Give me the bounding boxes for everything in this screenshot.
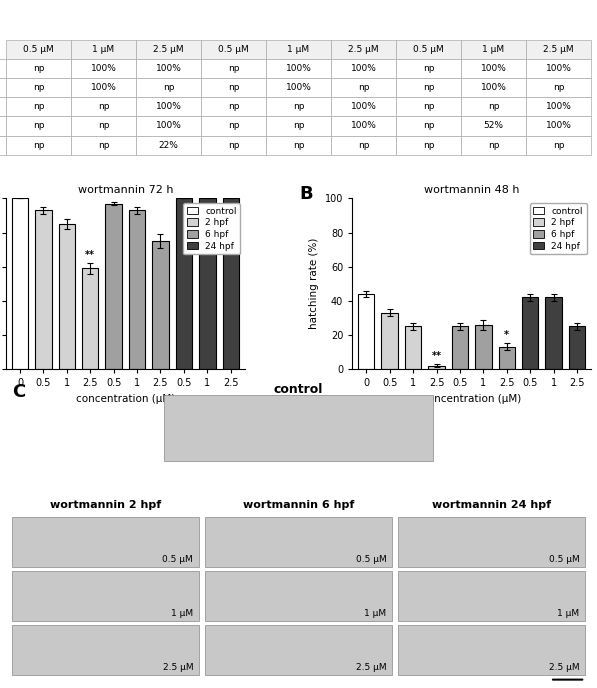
Text: 2.5 μM: 2.5 μM <box>549 663 579 672</box>
Bar <box>498 347 515 369</box>
Bar <box>569 326 585 369</box>
Bar <box>381 313 398 369</box>
FancyBboxPatch shape <box>164 395 433 461</box>
Bar <box>405 326 421 369</box>
FancyBboxPatch shape <box>205 517 392 567</box>
Bar <box>176 198 192 369</box>
Text: control: control <box>274 383 323 396</box>
Text: 0.5 μM: 0.5 μM <box>162 555 193 563</box>
Text: 0.5 μM: 0.5 μM <box>549 555 579 563</box>
FancyBboxPatch shape <box>12 625 199 675</box>
FancyBboxPatch shape <box>12 517 199 567</box>
Bar <box>12 198 28 369</box>
Text: *: * <box>504 330 509 340</box>
Text: 2.5 μM: 2.5 μM <box>162 663 193 672</box>
Text: wortmannin 2 hpf: wortmannin 2 hpf <box>50 500 161 510</box>
Bar <box>35 211 51 369</box>
Text: 1 μM: 1 μM <box>557 609 579 618</box>
Title: wortmannin 48 h: wortmannin 48 h <box>424 185 519 195</box>
Bar <box>546 297 562 369</box>
Bar <box>82 268 99 369</box>
Text: 0.5 μM: 0.5 μM <box>355 555 386 563</box>
X-axis label: concentration (μM): concentration (μM) <box>422 394 521 404</box>
Bar <box>452 326 468 369</box>
Legend: control, 2 hpf, 6 hpf, 24 hpf: control, 2 hpf, 6 hpf, 24 hpf <box>183 203 240 255</box>
FancyBboxPatch shape <box>12 571 199 621</box>
FancyBboxPatch shape <box>398 517 585 567</box>
Bar <box>522 297 538 369</box>
Text: C: C <box>12 383 25 401</box>
Text: **: ** <box>85 250 96 260</box>
Bar <box>106 204 122 369</box>
Bar <box>129 211 145 369</box>
Legend: control, 2 hpf, 6 hpf, 24 hpf: control, 2 hpf, 6 hpf, 24 hpf <box>530 203 586 255</box>
Y-axis label: hatching rate (%): hatching rate (%) <box>309 238 319 330</box>
FancyBboxPatch shape <box>205 571 392 621</box>
Bar <box>223 198 239 369</box>
FancyBboxPatch shape <box>398 625 585 675</box>
Text: wortmannin 24 hpf: wortmannin 24 hpf <box>432 500 551 510</box>
Bar <box>59 224 75 369</box>
Title: wortmannin 72 h: wortmannin 72 h <box>78 185 173 195</box>
Text: **: ** <box>432 351 442 361</box>
Text: *np – not present.: *np – not present. <box>12 202 100 212</box>
Text: 2.5 μM: 2.5 μM <box>356 663 386 672</box>
X-axis label: concentration (μM): concentration (μM) <box>76 394 175 404</box>
Bar <box>428 366 445 369</box>
Text: wortmannin 6 hpf: wortmannin 6 hpf <box>243 500 354 510</box>
Text: B: B <box>300 185 313 203</box>
FancyBboxPatch shape <box>398 571 585 621</box>
Text: 1 μM: 1 μM <box>364 609 386 618</box>
Bar <box>152 241 169 369</box>
Bar <box>475 325 491 369</box>
FancyBboxPatch shape <box>205 625 392 675</box>
Text: 1 μM: 1 μM <box>171 609 193 618</box>
Bar <box>199 198 216 369</box>
Bar <box>358 294 374 369</box>
